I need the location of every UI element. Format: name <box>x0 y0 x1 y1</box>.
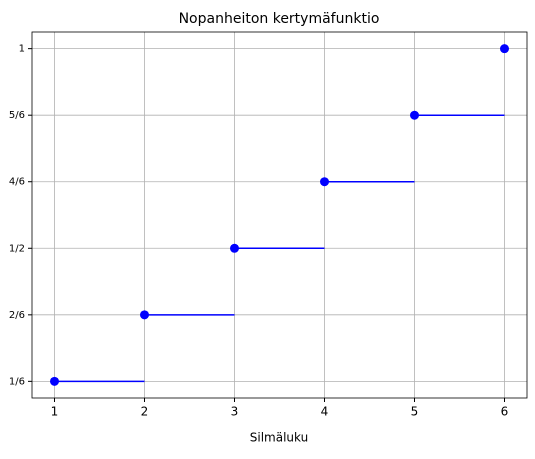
point <box>140 310 149 320</box>
y-tick-label: 5/6 <box>9 110 25 121</box>
y-tick-label: 4/6 <box>9 177 25 188</box>
point <box>50 376 59 386</box>
x-tick-label: 2 <box>141 405 149 419</box>
x-tick-label: 4 <box>321 405 329 419</box>
chart-title: Nopanheiton kertymäfunktio <box>179 11 380 27</box>
x-tick-label: 6 <box>501 405 509 419</box>
x-tick-label: 5 <box>411 405 419 419</box>
y-tick-label: 1/2 <box>9 243 25 254</box>
point <box>230 243 239 253</box>
y-tick-label: 1 <box>19 44 25 55</box>
y-tick-label: 2/6 <box>9 310 25 321</box>
x-tick-label: 3 <box>231 405 239 419</box>
plot-frame <box>31 31 528 399</box>
x-tick-label: 1 <box>51 405 59 419</box>
point <box>500 44 509 54</box>
point <box>410 110 419 120</box>
y-tick-label: 1/6 <box>9 376 25 387</box>
x-axis-label: Silmäluku <box>250 431 308 445</box>
point <box>320 177 329 187</box>
